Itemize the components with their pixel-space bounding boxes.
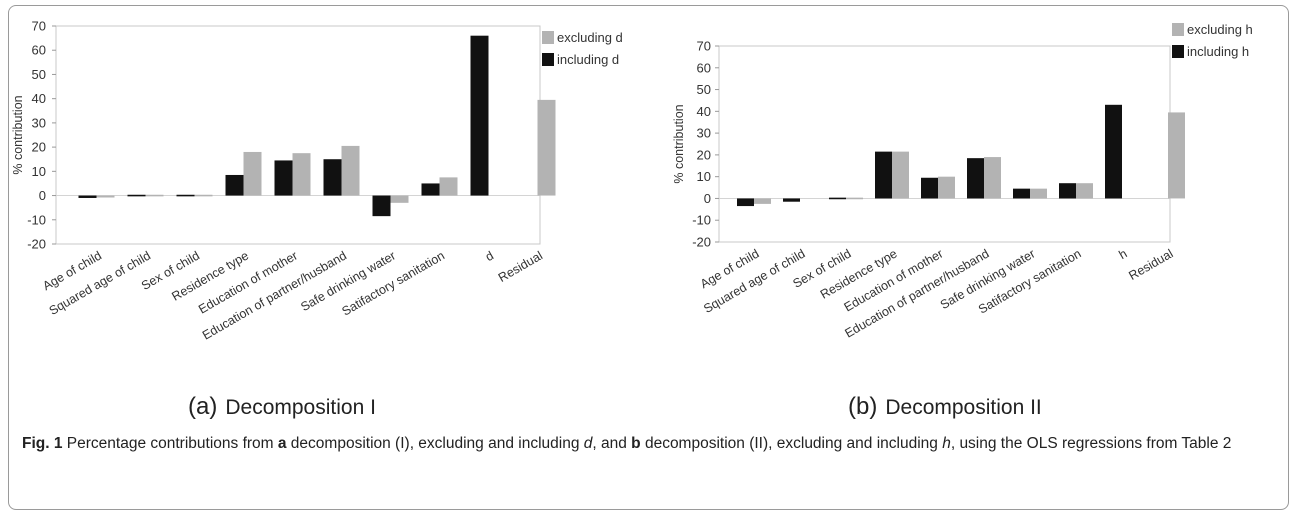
bar: [243, 151, 262, 196]
y-tick-label: 60: [32, 43, 46, 58]
subfigure-letter-b: (b): [848, 393, 878, 420]
bar: [323, 159, 342, 196]
caption-text-3: , and: [592, 435, 632, 452]
caption-text-4: decomposition (II), excluding and includ…: [640, 435, 943, 452]
y-tick-label: 50: [32, 67, 46, 82]
y-tick-label: 40: [32, 91, 46, 106]
y-tick-label: 70: [697, 39, 711, 54]
y-tick-label: 50: [697, 82, 711, 97]
bar: [1059, 183, 1076, 199]
bar: [127, 194, 146, 197]
y-tick-label: 30: [32, 115, 46, 130]
legend-label: excluding h: [1187, 22, 1253, 37]
bar: [145, 194, 164, 197]
legend-swatch: [1172, 23, 1184, 36]
bar: [846, 197, 863, 200]
bar: [1168, 112, 1185, 199]
x-tick-label: Residual: [496, 248, 545, 284]
bar: [341, 145, 360, 196]
x-tick-label: Residual: [1126, 246, 1175, 282]
legend-swatch: [542, 31, 554, 44]
caption-var-d: d: [583, 435, 593, 452]
bar: [96, 195, 115, 198]
caption-text-5: , using the OLS regressions from Table 2: [950, 435, 1232, 452]
subfigure-title-b: Decomposition II: [885, 396, 1042, 419]
caption-fig-number: Fig. 1: [22, 435, 63, 452]
subfigure-label-b: (b) Decomposition II: [848, 393, 1042, 421]
caption-text-1: Percentage contributions from: [62, 435, 278, 452]
y-tick-label: 20: [697, 147, 711, 162]
plot-frame: [718, 45, 1171, 243]
bar: [1013, 188, 1030, 199]
bar: [967, 158, 984, 199]
y-tick-label: -20: [692, 235, 711, 250]
subfigure-letter-a: (a): [188, 393, 218, 420]
bar: [1105, 104, 1122, 199]
y-tick-label: -10: [692, 213, 711, 228]
bar: [176, 194, 195, 197]
y-tick-label: 20: [32, 140, 46, 155]
bar: [194, 194, 213, 197]
bar: [984, 157, 1001, 199]
y-tick-label: 10: [32, 164, 46, 179]
figure-caption: Fig. 1 Percentage contributions from a d…: [22, 432, 1277, 456]
caption-text-2: decomposition (I), excluding and includi…: [286, 435, 584, 452]
bar: [1030, 188, 1047, 199]
bar: [292, 153, 311, 196]
legend-swatch: [542, 53, 554, 66]
y-tick-label: 10: [697, 169, 711, 184]
caption-panel-a: a: [277, 435, 287, 452]
x-tick-label: d: [483, 248, 496, 264]
y-tick-label: 70: [32, 19, 46, 34]
caption-var-h: h: [942, 435, 951, 452]
bar: [439, 177, 458, 196]
legend-label: excluding d: [557, 30, 623, 45]
bar: [938, 176, 955, 199]
subfigure-label-a: (a) Decomposition I: [188, 393, 376, 421]
bar: [754, 198, 771, 204]
bar: [78, 195, 97, 198]
legend-label: including d: [557, 52, 619, 67]
y-tick-label: 0: [704, 191, 711, 206]
legend-swatch: [1172, 45, 1184, 58]
bar: [783, 198, 800, 202]
bar: [829, 197, 846, 200]
bar: [1076, 183, 1093, 199]
bar: [470, 35, 489, 196]
y-axis-label: % contribution: [11, 95, 25, 174]
plot-frame: [55, 25, 541, 245]
y-axis-label: % contribution: [672, 104, 686, 183]
y-tick-label: -20: [27, 237, 46, 252]
y-tick-label: 0: [39, 188, 46, 203]
bar: [875, 151, 892, 199]
y-tick-label: 60: [697, 60, 711, 75]
bar: [921, 177, 938, 199]
bar: [892, 151, 909, 199]
bar: [274, 160, 293, 196]
caption-panel-b: b: [631, 435, 641, 452]
bar: [225, 174, 244, 196]
bar: [390, 195, 409, 203]
y-tick-label: -10: [27, 212, 46, 227]
subfigure-title-a: Decomposition I: [225, 396, 376, 419]
figure-frame: [8, 5, 1289, 510]
bar: [372, 195, 391, 217]
x-tick-label: h: [1116, 246, 1129, 262]
y-tick-label: 40: [697, 104, 711, 119]
bar: [421, 183, 440, 196]
y-tick-label: 30: [697, 126, 711, 141]
bar: [737, 198, 754, 207]
legend-label: including h: [1187, 44, 1249, 59]
bar: [537, 99, 556, 196]
